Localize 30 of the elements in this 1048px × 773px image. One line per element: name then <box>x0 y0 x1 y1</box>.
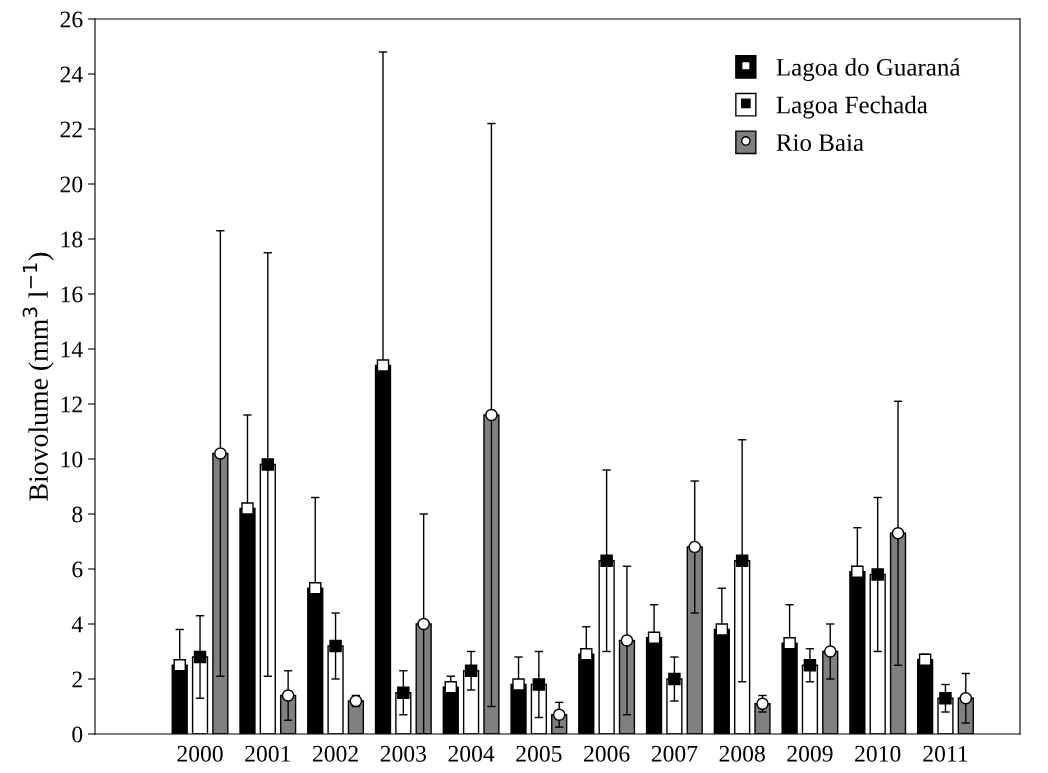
x-tick-label: 2000 <box>177 745 223 762</box>
x-tick-label: 2002 <box>312 745 358 762</box>
x-tick-label: 2010 <box>855 745 901 762</box>
x-tick-label: 2007 <box>651 745 698 762</box>
legend-label: Lagoa Fechada <box>776 95 928 119</box>
y-tick-label: 16 <box>61 286 83 303</box>
x-tick-label: 2001 <box>245 745 290 762</box>
y-tick-label: 14 <box>61 341 83 358</box>
y-tick-label: 4 <box>71 616 83 633</box>
x-tick-label: 2009 <box>787 745 833 762</box>
legend-label: Rio Baia <box>776 134 864 152</box>
x-tick-label: 2006 <box>584 745 630 762</box>
y-axis-title: Biovolume (mm$^{3}$ l$^{−1}$) <box>22 252 54 501</box>
y-tick-label: 10 <box>61 451 83 468</box>
y-tick-label: 2 <box>72 671 82 688</box>
legend-label: Lagoa do Guaraná <box>776 58 961 81</box>
y-tick-label: 8 <box>72 506 83 523</box>
y-tick-label: 26 <box>60 11 83 28</box>
y-tick-label: 18 <box>61 231 83 248</box>
x-tick-label: 2008 <box>719 745 765 762</box>
x-tick-label: 2005 <box>516 745 562 762</box>
y-tick-label: 0 <box>72 726 83 743</box>
y-tick-label: 12 <box>61 396 82 413</box>
x-tick-label: 2003 <box>380 745 427 762</box>
y-tick-label: 22 <box>60 121 82 138</box>
y-tick-label: 6 <box>72 561 83 578</box>
y-tick-label: 24 <box>60 66 83 83</box>
x-tick-label: 2004 <box>448 745 495 762</box>
y-tick-label: 20 <box>60 176 83 193</box>
x-tick-label: 2011 <box>923 745 968 762</box>
